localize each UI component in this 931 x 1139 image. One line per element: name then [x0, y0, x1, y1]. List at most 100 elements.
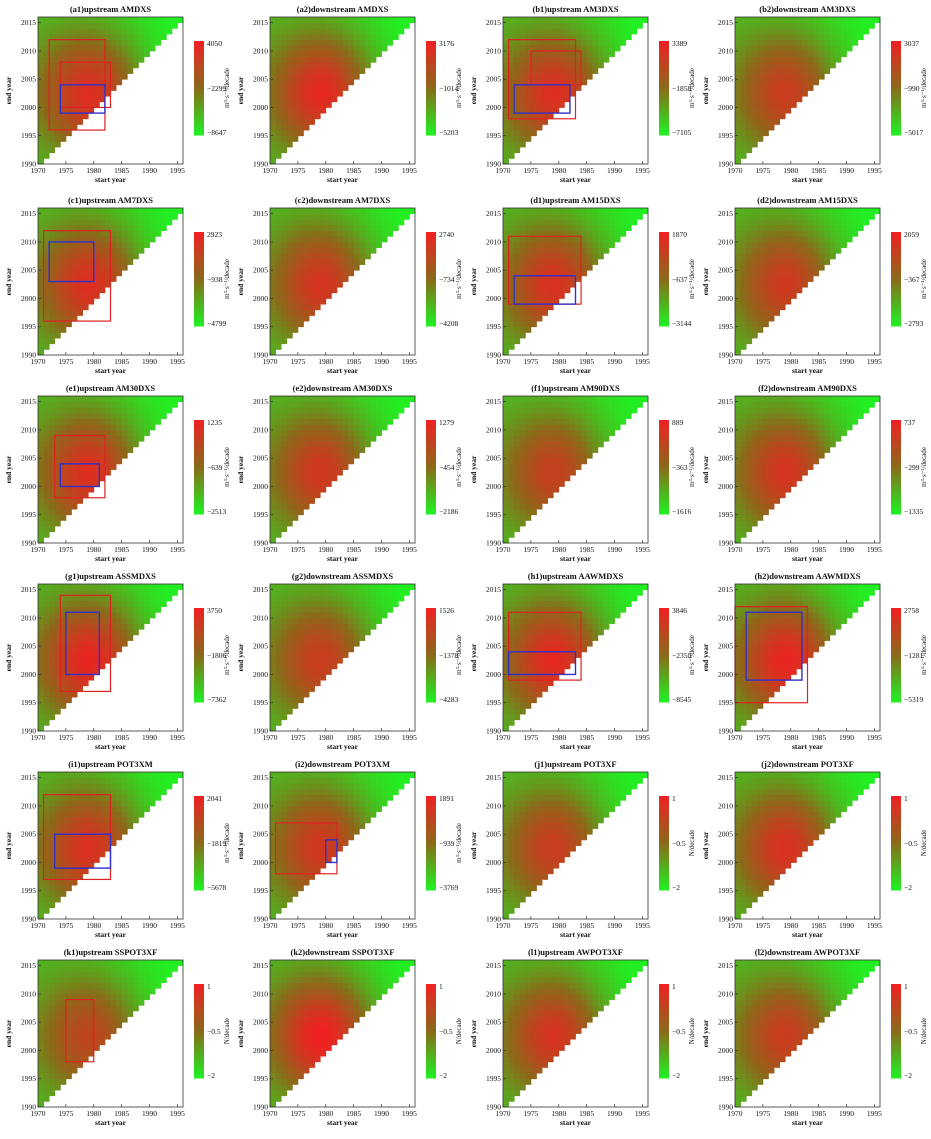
colorbar-step [891, 102, 901, 105]
heatmap-cell [569, 418, 576, 425]
heatmap-cell [320, 101, 327, 108]
heatmap-cell [746, 236, 753, 243]
heatmap-cell [785, 435, 792, 442]
heatmap-cell [530, 258, 537, 265]
heatmap-cell [813, 73, 820, 80]
colorbar-step [659, 492, 669, 496]
heatmap-cell [93, 435, 100, 442]
heatmap-cell [762, 503, 769, 510]
heatmap-cell [275, 62, 282, 69]
heatmap-cell [740, 270, 747, 277]
heatmap-cell [503, 141, 509, 148]
heatmap-cell [325, 407, 332, 414]
heatmap-cell [581, 253, 588, 260]
heatmap-cell [762, 130, 769, 137]
heatmap-cell [270, 90, 276, 97]
heatmap-cell [846, 45, 853, 52]
heatmap-cell [54, 253, 61, 260]
heatmap-cell [49, 526, 56, 533]
heatmap-cell [54, 79, 61, 86]
heatmap-cell [116, 258, 123, 265]
heatmap-cell [292, 287, 299, 294]
heatmap-cell [530, 480, 537, 487]
heatmap-cell [116, 458, 123, 465]
heatmap-cell [542, 208, 549, 215]
y-tick-label: 2015 [486, 209, 501, 218]
heatmap-cell [281, 429, 288, 436]
heatmap-cell [286, 253, 293, 260]
heatmap-cell [49, 62, 56, 69]
heatmap-cell [77, 258, 84, 265]
heatmap-cell [353, 452, 360, 459]
heatmap-cell [824, 446, 831, 453]
heatmap-cell [49, 258, 56, 265]
heatmap-cell [762, 33, 769, 41]
heatmap-cell [275, 33, 282, 41]
heatmap-cell [82, 435, 89, 442]
heatmap-cell [77, 208, 84, 215]
colorbar-step [194, 52, 204, 56]
heatmap-cell [127, 62, 134, 69]
heatmap-cell [160, 33, 167, 41]
heatmap-cell [309, 418, 316, 425]
heatmap-cell [768, 45, 775, 52]
heatmap-cell [575, 396, 582, 403]
heatmap-cell [575, 270, 582, 277]
heatmap-cell [342, 446, 349, 453]
heatmap-cell [813, 224, 820, 232]
heatmap-cell [127, 67, 134, 74]
colorbar-step [426, 239, 436, 242]
heatmap-cell [785, 424, 792, 431]
heatmap-cell [77, 96, 84, 103]
heatmap-cell [65, 424, 72, 431]
heatmap-cell [342, 247, 349, 254]
heatmap-cell [60, 253, 67, 260]
y-tick-label: 2010 [21, 425, 36, 434]
heatmap-cell [592, 62, 599, 69]
heatmap-cell [514, 258, 521, 265]
colorbar-step [659, 281, 669, 285]
colorbar-step [659, 483, 669, 487]
heatmap-cell [43, 304, 50, 311]
heatmap-cell [88, 292, 95, 299]
heatmap-cell [608, 429, 615, 436]
heatmap-cell [790, 253, 797, 260]
heatmap-cell [740, 520, 747, 527]
heatmap-cell [353, 67, 360, 74]
heatmap-cell [292, 475, 299, 482]
heatmap-cell [77, 50, 84, 57]
y-tick-label: 2010 [486, 425, 501, 434]
heatmap-cell [71, 50, 78, 57]
colorbar-mid-label: −639 [207, 463, 223, 472]
heatmap-cell [43, 84, 50, 91]
heatmap-cell [746, 56, 753, 63]
heatmap-cell [774, 253, 781, 260]
heatmap-cell [65, 401, 72, 408]
colorbar-step [891, 293, 901, 296]
heatmap-cell [597, 50, 604, 57]
heatmap-cell [575, 33, 582, 41]
colorbar-min-label: −7105 [672, 128, 691, 137]
heatmap-cell [38, 418, 44, 425]
colorbar-step [426, 302, 436, 306]
heatmap-cell [746, 321, 753, 328]
heatmap-cell [65, 309, 72, 316]
x-tick-label: 1970 [496, 545, 511, 554]
heatmap-cell [71, 96, 78, 103]
heatmap-cell [514, 281, 521, 288]
colorbar-step [426, 97, 436, 101]
heatmap-cell [155, 33, 162, 41]
heatmap-cell [309, 475, 316, 482]
heatmap-cell [746, 135, 753, 142]
heatmap-cell [530, 315, 537, 322]
heatmap-cell [735, 45, 741, 52]
heatmap-cell [292, 73, 299, 80]
heatmap-cell [779, 253, 786, 260]
heatmap-cell [785, 441, 792, 448]
heatmap-cell [143, 22, 150, 29]
colorbar-step [194, 59, 204, 63]
heatmap-cell [757, 113, 764, 120]
heatmap-cell [77, 463, 84, 470]
colorbar-step [659, 436, 669, 440]
